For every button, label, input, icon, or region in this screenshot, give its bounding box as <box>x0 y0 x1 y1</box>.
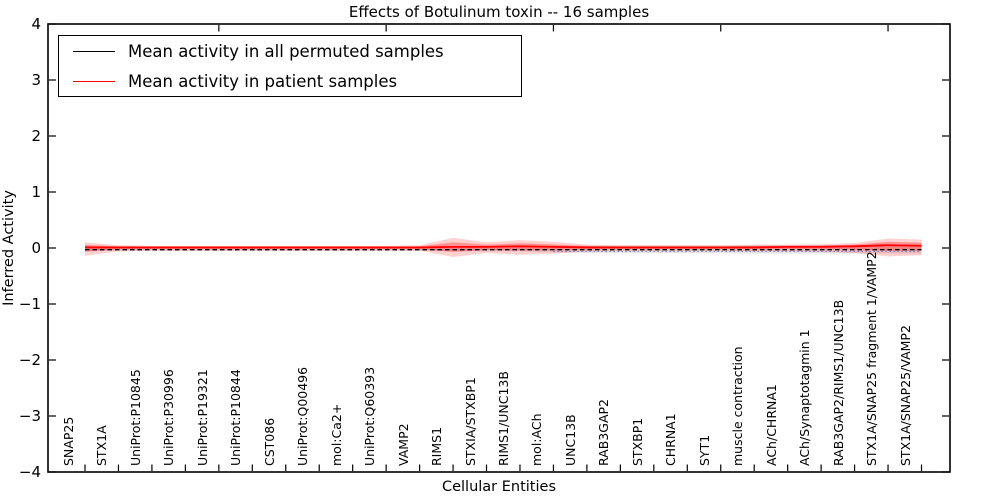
x-axis-ticks <box>84 25 923 471</box>
x-tick-label: VAMP2 <box>395 423 411 466</box>
x-tick-label: CST086 <box>261 417 277 466</box>
x-tick-label: STX1A/SNAP25/VAMP2 <box>897 325 913 466</box>
legend-label: Mean activity in patient samples <box>128 71 398 91</box>
x-tick-label: RIMS1 <box>429 426 445 466</box>
x-tick-label: STXBP1 <box>629 417 645 466</box>
plot-frame <box>47 23 951 473</box>
legend-item-permuted: Mean activity in all permuted samples <box>59 38 521 64</box>
y-tick-label: 0 <box>31 239 41 257</box>
x-tick-label: mol:ACh <box>529 413 545 467</box>
legend-line-black <box>73 50 115 52</box>
x-tick-label: RAB3GAP2 <box>596 399 612 466</box>
x-axis-label: Cellular Entities <box>441 479 557 495</box>
y-tick-label: −3 <box>19 407 41 425</box>
x-tick-label: UniProt:Q00496 <box>295 366 311 466</box>
x-tick-label: mol:Ca2+ <box>328 403 344 466</box>
x-tick-label: STX1A <box>94 425 110 466</box>
y-tick-label: 2 <box>31 127 41 145</box>
y-tick-label: 3 <box>31 71 41 89</box>
y-axis-ticks: −4 −3 −2 −1 0 1 2 3 4 <box>19 15 949 481</box>
x-tick-label: UniProt:P10844 <box>228 369 244 466</box>
x-tick-label: ACh/CHRNA1 <box>763 384 779 466</box>
y-tick-label: −4 <box>19 463 41 481</box>
x-tick-label: STX1A/SNAP25 fragment 1/VAMP2 <box>864 251 880 466</box>
x-tick-label: RIMS1/UNC13B <box>495 371 511 466</box>
y-tick-label: 4 <box>31 15 41 33</box>
x-tick-label: UniProt:P10845 <box>127 369 143 466</box>
y-tick-label: −1 <box>19 295 41 313</box>
x-tick-label: SNAP25 <box>61 416 76 466</box>
legend-line-red <box>73 80 115 82</box>
series-line-patient <box>85 244 922 249</box>
x-tick-label: RAB3GAP2/RIMS1/UNC13B <box>830 299 846 466</box>
chart-title: Effects of Botulinum toxin -- 16 samples <box>348 3 650 21</box>
x-tick-label: STXIA/STXBP1 <box>462 377 478 466</box>
x-tick-label: UniProt:P19321 <box>194 369 210 466</box>
legend: Mean activity in all permuted samples Me… <box>58 35 522 97</box>
legend-label: Mean activity in all permuted samples <box>128 41 444 61</box>
y-tick-label: 1 <box>31 183 41 201</box>
x-tick-label: ACh/Synaptotagmin 1 <box>797 329 813 466</box>
x-tick-label: UNC13B <box>562 414 578 466</box>
x-tick-label: CHRNA1 <box>663 413 679 466</box>
y-tick-label: −2 <box>19 351 41 369</box>
x-tick-label: muscle contraction <box>730 346 746 466</box>
legend-item-patient: Mean activity in patient samples <box>59 68 521 94</box>
x-tick-label: SYT1 <box>696 434 712 466</box>
x-tick-label: UniProt:P30996 <box>161 369 177 466</box>
x-tick-label: UniProt:Q60393 <box>362 366 378 466</box>
